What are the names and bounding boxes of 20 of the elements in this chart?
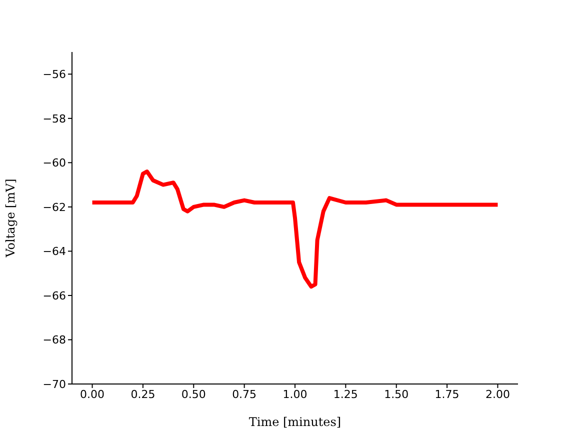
y-tick-label: −62 xyxy=(42,200,66,214)
y-tick-label: −68 xyxy=(42,334,66,347)
x-tick-label: 1.75 xyxy=(434,388,460,401)
line-series xyxy=(90,170,500,289)
x-tick-label: 0.75 xyxy=(232,388,257,401)
x-tick-label: 0.00 xyxy=(80,388,105,401)
x-axis-title: Time [minutes] xyxy=(248,415,342,429)
x-tick-label: 1.50 xyxy=(384,388,409,401)
x-tick-label: 0.25 xyxy=(130,388,156,401)
y-tick-label: −66 xyxy=(42,289,66,302)
y-tick-label: −60 xyxy=(42,156,66,170)
x-tick-label: 1.25 xyxy=(333,388,358,401)
x-tick-label: 2.00 xyxy=(485,388,510,401)
y-tick-label: −56 xyxy=(42,68,66,82)
y-tick-label: −70 xyxy=(42,378,66,391)
x-tick-label: 1.00 xyxy=(282,388,308,401)
y-tick-label: −58 xyxy=(42,112,66,126)
y-axis-title: Voltage [mV] xyxy=(3,178,18,258)
x-tick-label: 0.50 xyxy=(181,388,206,401)
y-tick-label: −64 xyxy=(42,245,66,258)
